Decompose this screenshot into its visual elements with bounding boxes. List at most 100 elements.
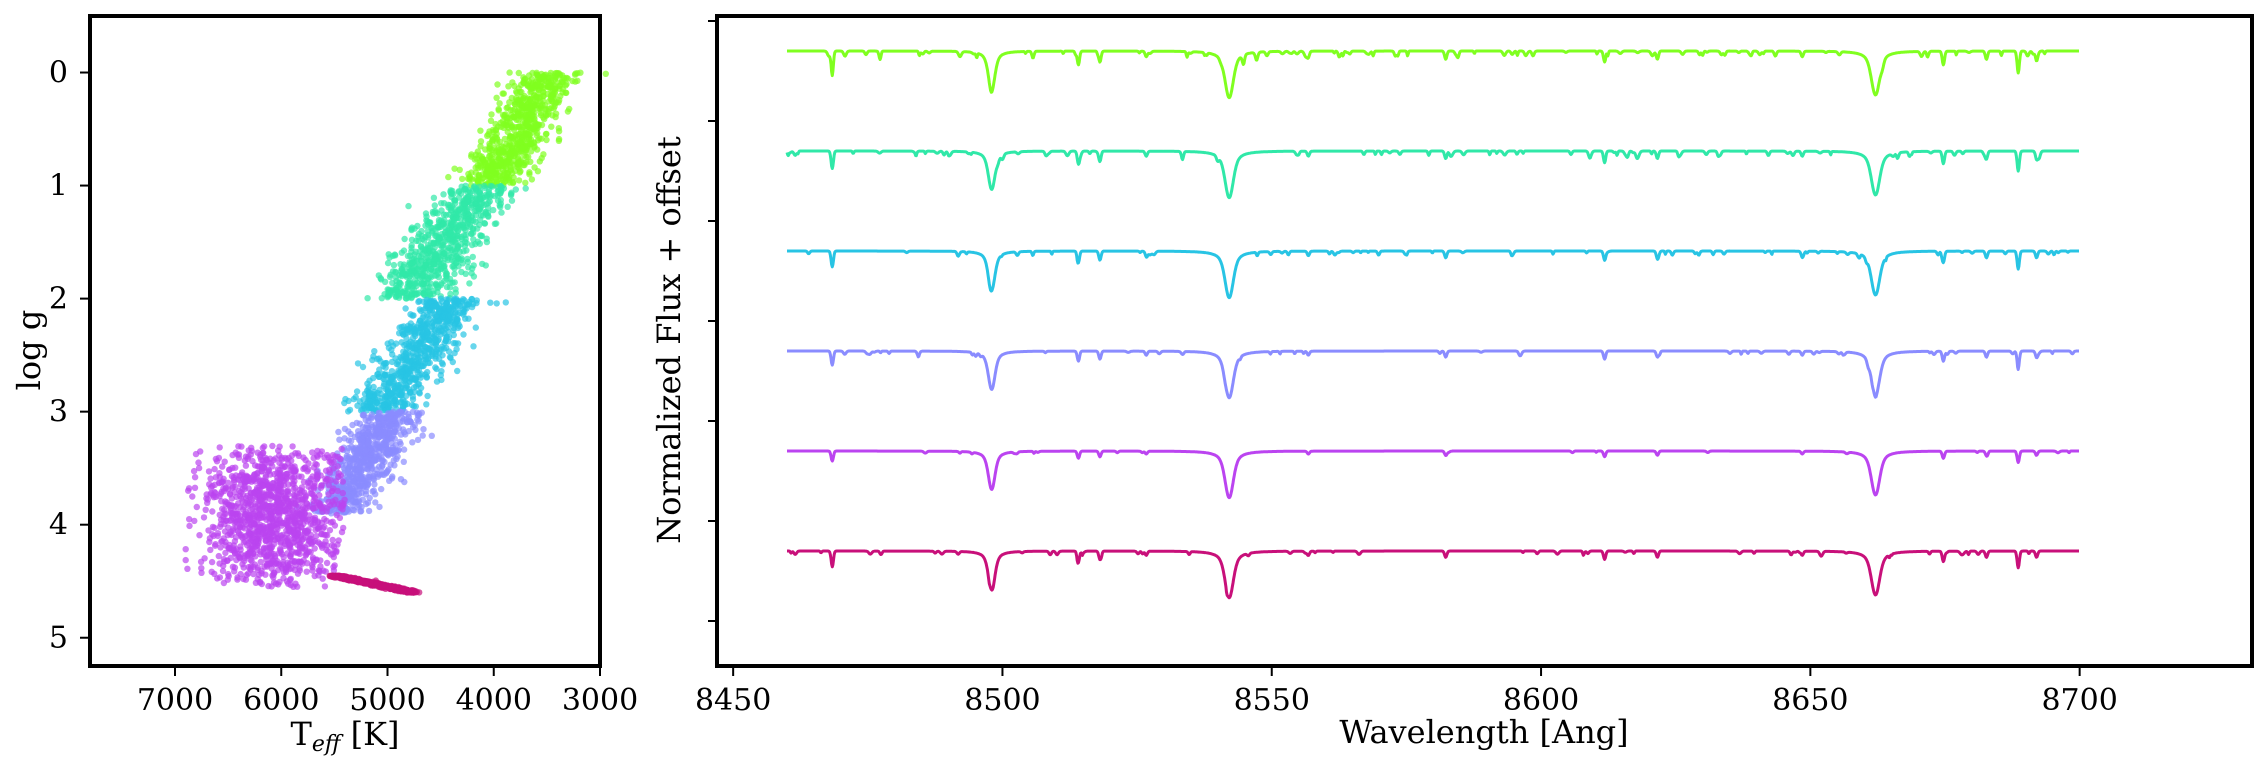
scatter-point [295, 511, 303, 518]
scatter-point [397, 431, 405, 438]
scatter-point [456, 166, 463, 173]
scatter-point [252, 490, 259, 497]
scatter-point [300, 496, 307, 503]
scatter-point [335, 428, 342, 436]
scatter-point [405, 386, 413, 393]
scatter-point [476, 195, 483, 203]
scatter-point [245, 502, 252, 509]
scatter-point [447, 290, 454, 298]
scatter-point [511, 101, 519, 108]
scatter-point [419, 432, 426, 439]
scatter-point [389, 252, 397, 260]
scatter-point [420, 426, 427, 433]
scatter-point [466, 176, 473, 183]
scatter-point [548, 123, 555, 130]
scatter-point [424, 368, 431, 376]
scatter-point [260, 529, 267, 537]
scatter-point [412, 426, 419, 433]
scatter-point [347, 494, 354, 501]
scatter-point [470, 217, 477, 224]
scatter-point [543, 136, 550, 144]
scatter-point [416, 262, 423, 269]
scatter-point [294, 522, 301, 529]
scatter-point [433, 303, 440, 310]
scatter-point [438, 343, 446, 351]
scatter-point [469, 253, 476, 261]
scatter-point [538, 135, 545, 142]
scatter-point [315, 525, 322, 532]
scatter-point [460, 296, 467, 303]
scatter-point [431, 202, 438, 209]
scatter-point [430, 239, 437, 246]
scatter-point [424, 392, 431, 400]
scatter-point [502, 144, 509, 151]
scatter-point [318, 504, 325, 511]
scatter-point [400, 587, 407, 594]
scatter-point [380, 441, 387, 448]
scatter-point [486, 198, 493, 205]
scatter-point [413, 341, 420, 348]
scatter-point [415, 253, 422, 260]
scatter-point [354, 480, 361, 487]
scatter-point [506, 99, 513, 106]
scatter-point [311, 545, 318, 552]
scatter-point [405, 202, 412, 210]
scatter-point [539, 101, 546, 108]
scatter-point [321, 523, 328, 531]
scatter-group [293, 408, 435, 517]
scatter-point [446, 279, 454, 286]
scatter-point [358, 503, 365, 511]
scatter-point [483, 238, 491, 246]
scatter-point [437, 371, 444, 379]
scatter-point [234, 527, 242, 535]
scatter-point [490, 206, 497, 214]
scatter-point [262, 571, 269, 578]
scatter-point [332, 453, 339, 460]
scatter-point [330, 485, 337, 492]
scatter-point [474, 225, 481, 232]
scatter-point [268, 565, 275, 572]
scatter-point [388, 409, 395, 417]
scatter-point [377, 275, 384, 282]
scatter-point [294, 450, 302, 457]
scatter-point [222, 542, 229, 549]
scatter-point [229, 451, 236, 459]
scatter-point [451, 165, 458, 172]
scatter-point [268, 549, 275, 557]
scatter-point [248, 496, 255, 503]
scatter-point [288, 500, 295, 508]
scatter-point [379, 462, 386, 469]
scatter-point [341, 435, 348, 442]
scatter-point [542, 130, 550, 138]
spectra-panel: 8450 8500 8550 8600 8650 8700 Wavelength [Ang… [650, 14, 2254, 751]
scatter-point [555, 128, 563, 135]
scatter-point [322, 568, 329, 575]
scatter-point [239, 524, 246, 531]
scatter-point [301, 464, 309, 471]
scatter-point [468, 202, 476, 209]
scatter-point [365, 461, 373, 469]
scatter-point [491, 192, 498, 200]
scatter-point [448, 257, 456, 264]
scatter-point [307, 549, 314, 556]
scatter-point [365, 383, 372, 391]
scatter-point [308, 540, 315, 548]
scatter-point [407, 252, 414, 259]
scatter-point [293, 490, 301, 497]
scatter-point [520, 74, 527, 81]
scatter-point [256, 478, 263, 485]
scatter-point [395, 294, 403, 301]
scatter-point [461, 242, 469, 249]
scatter-point [545, 98, 553, 105]
scatter-point [551, 74, 558, 81]
scatter-point [500, 124, 508, 131]
scatter-point [371, 470, 378, 477]
scatter-point [371, 481, 378, 488]
hr-x-tick-label: 3000 [562, 683, 638, 718]
scatter-point [340, 524, 347, 532]
scatter-point [387, 391, 395, 398]
scatter-point [235, 443, 242, 450]
scatter-point [493, 300, 500, 307]
scatter-point [423, 302, 430, 309]
